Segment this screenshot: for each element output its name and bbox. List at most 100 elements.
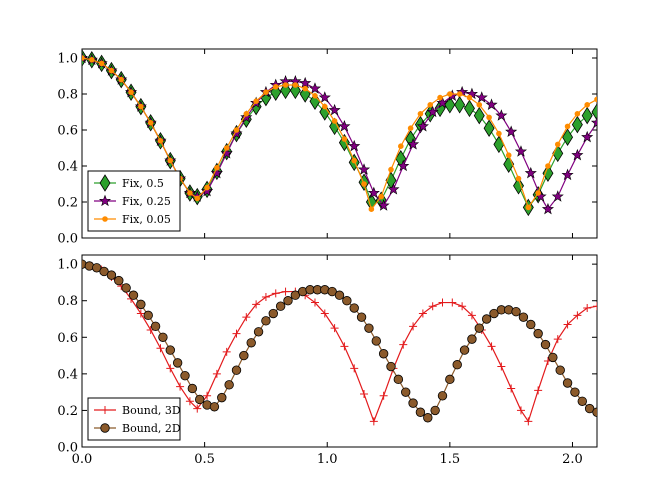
top-legend-marker xyxy=(102,216,108,222)
bottom-series-point xyxy=(187,383,198,394)
bottom-legend-entry: Bound, 2D xyxy=(94,422,181,435)
top-series-point xyxy=(302,85,308,92)
top-series-point xyxy=(485,98,498,110)
top-series-point xyxy=(138,103,144,110)
top-series-point xyxy=(564,123,571,130)
bottom-series-point xyxy=(334,290,345,300)
top-series-point xyxy=(561,168,574,181)
bottom-series-point xyxy=(246,338,256,348)
bottom-series-point xyxy=(584,403,595,414)
bottom-ytick-label: 0.2 xyxy=(57,404,78,419)
top-series-point xyxy=(280,81,292,100)
bottom-series-point xyxy=(592,407,597,417)
bottom-series-point xyxy=(242,313,251,322)
bottom-series-point xyxy=(283,296,293,306)
top-series-point xyxy=(118,76,125,83)
bottom-series-point xyxy=(290,290,301,300)
bottom-series-point xyxy=(271,289,280,298)
top-series-point xyxy=(220,147,233,159)
bottom-series-point xyxy=(573,311,582,320)
bottom-series-point xyxy=(533,328,543,339)
top-series-point xyxy=(378,193,384,200)
top-series-point xyxy=(194,195,201,202)
bottom-legend-marker xyxy=(101,406,109,414)
bottom-series-point xyxy=(156,344,165,353)
top-series-point xyxy=(416,120,429,132)
top-ytick-label: 0.2 xyxy=(57,196,78,211)
top-series-point xyxy=(243,111,250,117)
top-series-point xyxy=(514,145,528,157)
bottom-series-point xyxy=(562,378,573,388)
top-series-point xyxy=(89,57,95,63)
top-series-line xyxy=(82,57,597,211)
top-legend-marker xyxy=(98,194,112,207)
bottom-series-point xyxy=(193,404,202,413)
bottom-series-point xyxy=(583,304,592,313)
bottom-series-point xyxy=(399,340,408,349)
top-series-point xyxy=(476,102,483,108)
bottom-series-point xyxy=(261,293,270,302)
bottom-series-point xyxy=(252,300,261,309)
top-series-point xyxy=(233,127,240,133)
top-series-point xyxy=(584,102,590,108)
bottom-series-point xyxy=(212,369,221,378)
bottom-series-point xyxy=(158,332,168,342)
top-series-point xyxy=(574,111,581,117)
bottom-series-point xyxy=(217,392,227,403)
top-series-point xyxy=(157,138,164,144)
bottom-series-point xyxy=(467,311,476,320)
bottom-series-point xyxy=(409,322,418,331)
bottom-series-point xyxy=(360,389,369,398)
top-series-point xyxy=(486,114,492,121)
bottom-series-point xyxy=(176,382,185,391)
top-series-point xyxy=(312,93,318,99)
bottom-series-point xyxy=(350,364,359,373)
top-series-point xyxy=(348,139,361,152)
top-series-layer xyxy=(82,49,597,217)
top-series-point xyxy=(473,106,485,125)
top-series-point xyxy=(214,165,220,171)
top-series-point xyxy=(331,118,338,124)
bottom-series-point xyxy=(92,263,102,273)
top-series-point xyxy=(447,91,453,97)
top-series-point xyxy=(407,138,420,150)
bottom-series-point xyxy=(481,314,492,324)
top-series-point xyxy=(187,190,193,196)
bottom-series-point xyxy=(497,362,506,371)
bottom-series-point xyxy=(452,360,462,370)
top-series-point xyxy=(308,82,322,94)
top-series-point xyxy=(456,91,463,97)
top-ytick-label: 0.8 xyxy=(57,88,78,103)
bottom-series-point xyxy=(415,407,426,417)
bottom-series-point xyxy=(342,296,352,306)
top-legend-label: Fix, 0.05 xyxy=(122,213,171,226)
bottom-series-point xyxy=(166,364,175,373)
top-series-point xyxy=(535,190,541,196)
bottom-series-point xyxy=(195,394,205,405)
top-series-point xyxy=(223,145,230,151)
top-series-point xyxy=(525,204,532,211)
bottom-series-point xyxy=(239,350,249,361)
top-series-point xyxy=(328,103,341,116)
bottom-series-point xyxy=(526,319,536,330)
bottom-series-point xyxy=(386,361,396,372)
bottom-series-point xyxy=(231,365,242,375)
bottom-series-point xyxy=(209,402,220,412)
bottom-series-point xyxy=(114,275,124,286)
bottom-series-point xyxy=(185,397,194,406)
bottom-series-point xyxy=(369,417,378,426)
bottom-series-point xyxy=(106,270,117,280)
top-series-point xyxy=(554,141,561,148)
bottom-series-point xyxy=(577,396,587,406)
bottom-panel: 0.0 0.2 0.4 0.6 0.8 1.0 0.0 0.5 1.0 1.5 2.0 Bound, … xyxy=(57,254,598,467)
top-series-point xyxy=(496,130,502,137)
bottom-series-point xyxy=(524,417,533,426)
top-series-point xyxy=(167,157,174,164)
bottom-series-point xyxy=(445,374,455,385)
bottom-series-1 xyxy=(82,259,597,423)
top-series-point xyxy=(321,103,328,110)
top-series-point xyxy=(210,166,223,179)
top-series-point xyxy=(513,177,524,195)
bottom-series-point xyxy=(378,349,389,359)
